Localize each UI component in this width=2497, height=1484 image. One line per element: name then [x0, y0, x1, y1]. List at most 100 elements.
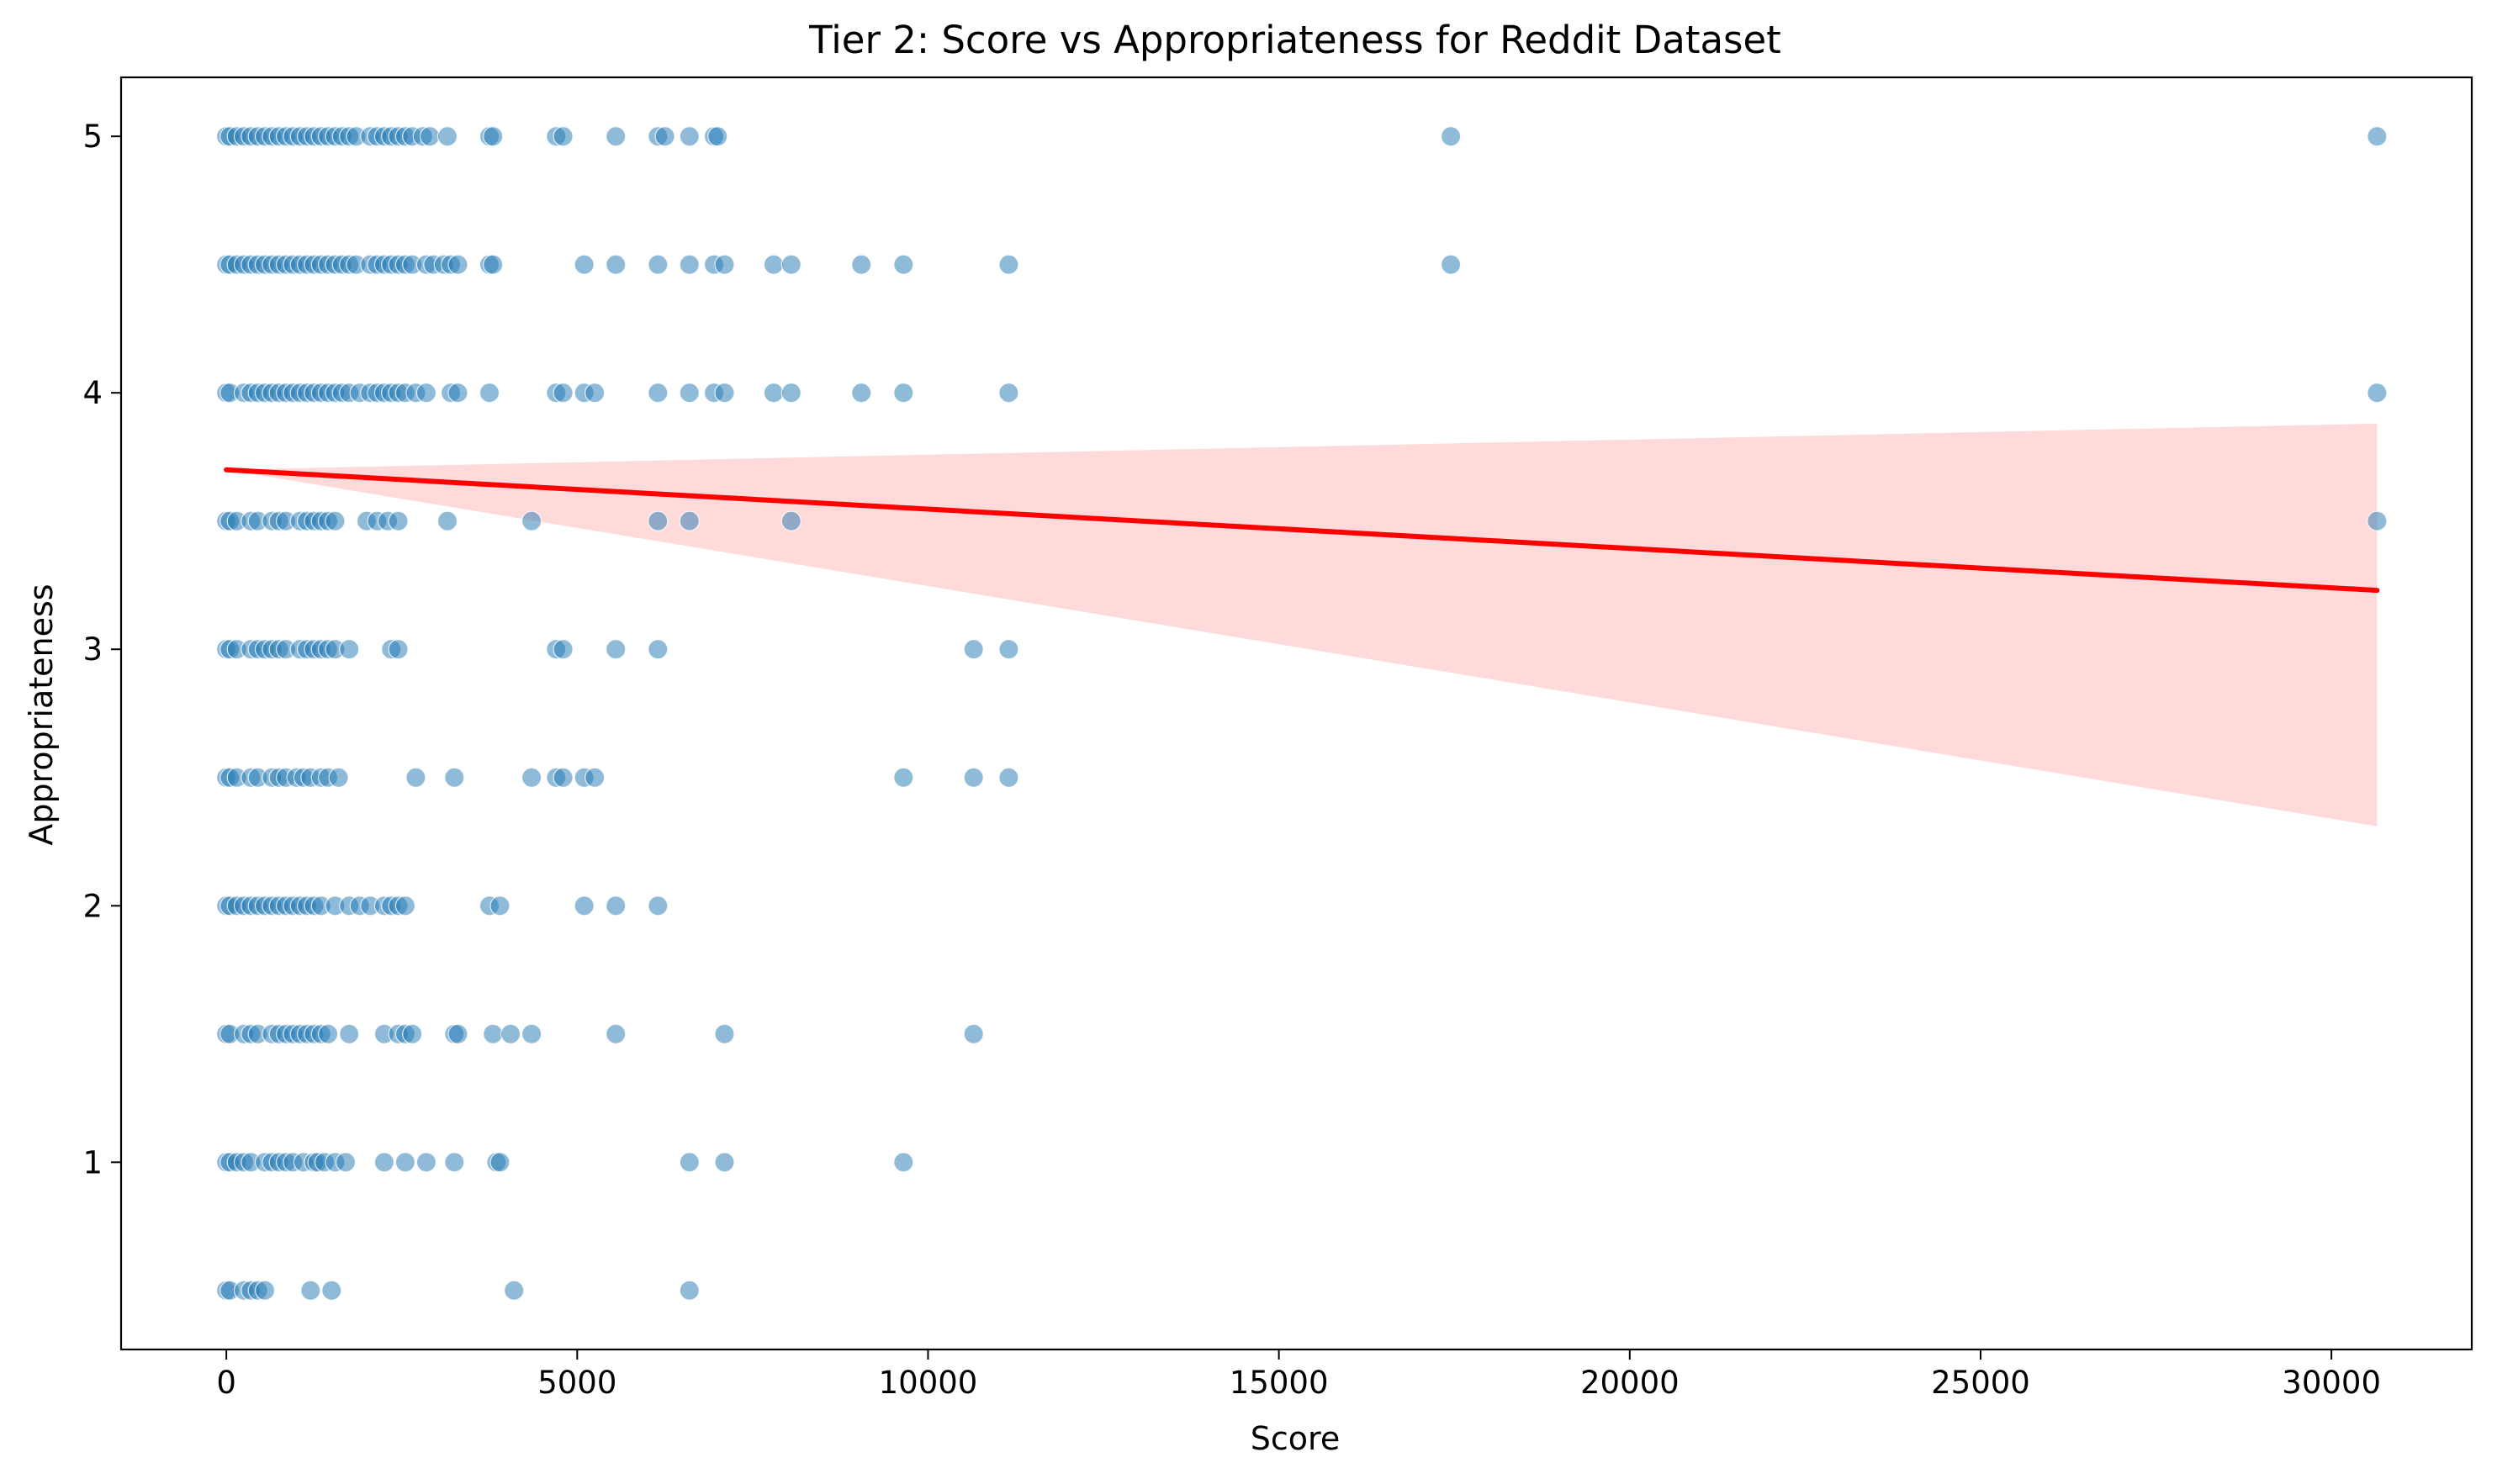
data-point [707, 126, 728, 147]
data-point [648, 383, 669, 404]
data-point [483, 126, 504, 147]
data-point [394, 895, 415, 916]
data-point [606, 1023, 627, 1044]
data-point [679, 254, 700, 275]
data-point [388, 510, 409, 531]
data-point [388, 639, 409, 660]
data-point [415, 383, 436, 404]
plot-frame [119, 76, 2473, 1351]
data-point [893, 767, 914, 788]
data-point [780, 383, 801, 404]
data-point [489, 895, 511, 916]
data-point [893, 1152, 914, 1173]
data-point [963, 767, 984, 788]
data-point [318, 1023, 339, 1044]
data-point [405, 767, 426, 788]
x-tick-label: 0 [216, 1365, 236, 1401]
data-point [679, 1280, 700, 1301]
data-point [998, 383, 1019, 404]
chart-title: Tier 2: Score vs Appropriateness for Red… [808, 18, 1781, 62]
data-point [2367, 383, 2388, 404]
data-point [2367, 510, 2388, 531]
data-point [714, 1023, 735, 1044]
data-point [998, 767, 1019, 788]
data-point [648, 254, 669, 275]
data-point [679, 510, 700, 531]
data-point [394, 1152, 415, 1173]
data-point [328, 767, 349, 788]
x-tick-label: 10000 [879, 1365, 978, 1401]
x-tick-label: 30000 [2282, 1365, 2381, 1401]
data-point [479, 383, 500, 404]
data-point [574, 254, 595, 275]
data-point [553, 639, 574, 660]
data-point [648, 510, 669, 531]
data-point [606, 639, 627, 660]
data-point [436, 510, 458, 531]
y-tick-label: 5 [82, 119, 103, 155]
data-point [521, 510, 542, 531]
data-point [574, 895, 595, 916]
data-point [585, 767, 606, 788]
data-point [447, 383, 468, 404]
data-point [714, 254, 735, 275]
data-point [998, 254, 1019, 275]
data-point [436, 126, 458, 147]
data-point [654, 126, 675, 147]
data-point [1440, 126, 1462, 147]
data-point [893, 383, 914, 404]
data-point [851, 383, 872, 404]
data-point [648, 639, 669, 660]
data-point [373, 1152, 394, 1173]
regression-line [224, 467, 2380, 594]
data-point [500, 1023, 521, 1044]
data-point [325, 510, 346, 531]
data-point [504, 1280, 525, 1301]
x-tick-label: 5000 [537, 1365, 616, 1401]
x-axis-title: Score [1251, 1420, 1340, 1457]
data-point [415, 1152, 436, 1173]
data-point [254, 1280, 276, 1301]
data-point [679, 126, 700, 147]
data-point [648, 895, 669, 916]
data-point [998, 639, 1019, 660]
data-point [321, 1280, 342, 1301]
data-point [447, 254, 468, 275]
data-point [553, 126, 574, 147]
data-point [521, 1023, 542, 1044]
data-point [714, 383, 735, 404]
x-tick-label: 20000 [1580, 1365, 1680, 1401]
data-point [893, 254, 914, 275]
data-point [339, 1023, 360, 1044]
data-point [489, 1152, 511, 1173]
data-point [447, 1023, 468, 1044]
data-point [606, 254, 627, 275]
data-point [763, 383, 785, 404]
data-point [780, 254, 801, 275]
axes: 0 5000 10000 15000 20000 25000 30000 1 2 3 4 5 [82, 119, 2381, 1401]
data-point [335, 1152, 357, 1173]
data-point [963, 639, 984, 660]
data-point [780, 510, 801, 531]
data-point [679, 383, 700, 404]
data-point [521, 767, 542, 788]
data-point [585, 383, 606, 404]
data-point [606, 895, 627, 916]
x-tick-label: 25000 [1931, 1365, 2030, 1401]
data-point [300, 1280, 321, 1301]
y-tick-label: 1 [82, 1144, 103, 1180]
x-tick-label: 15000 [1230, 1365, 1329, 1401]
data-point [553, 767, 574, 788]
y-tick-label: 4 [82, 375, 103, 411]
y-tick-label: 2 [82, 888, 103, 924]
data-point [1440, 254, 1462, 275]
data-point [606, 126, 627, 147]
data-point [963, 1023, 984, 1044]
data-point [483, 254, 504, 275]
plot-area [216, 126, 2388, 1301]
data-point [444, 767, 465, 788]
data-point [851, 254, 872, 275]
data-point [420, 126, 441, 147]
data-point [763, 254, 785, 275]
